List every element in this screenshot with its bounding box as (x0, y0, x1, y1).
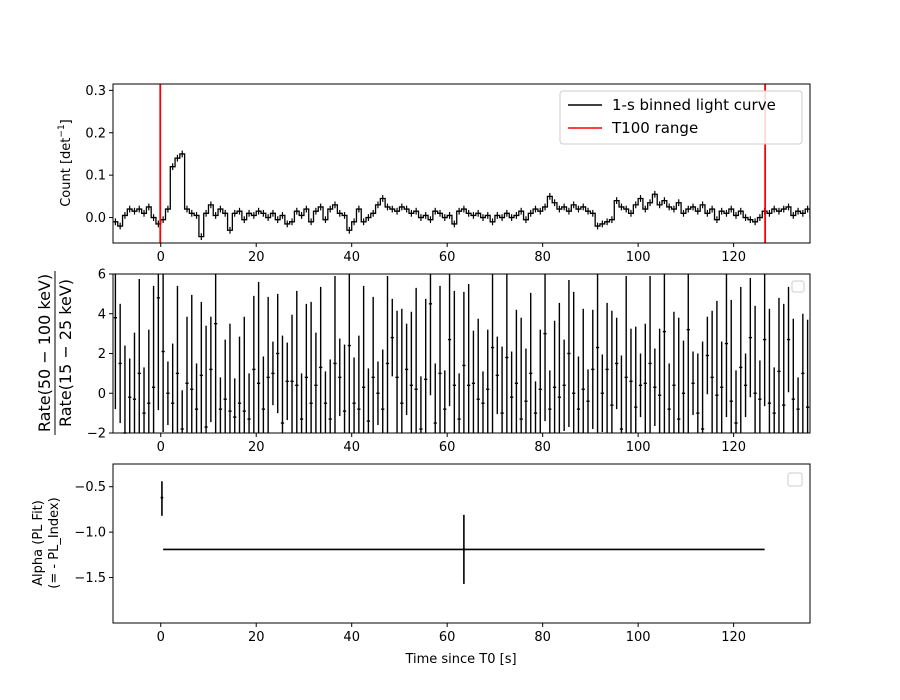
light-curve-marks (113, 84, 810, 243)
hardness-ratio-y-tick-label: 0 (98, 387, 106, 402)
alpha-y-axis-label-line1: Alpha (PL Fit) (31, 500, 46, 586)
light-curve-series (113, 150, 810, 241)
hardness-ratio-x-tick-label: 0 (157, 440, 165, 455)
light-curve-y-tick-label: 0.0 (85, 211, 106, 226)
light-curve-panel: 0 20 40 60 80 100 120 0.0 0.1 0.2 0.3 Count [det−… (57, 83, 811, 265)
alpha-x-tick-label: 40 (343, 630, 360, 645)
light-curve-x-tick-label: 20 (248, 250, 265, 265)
light-curve-y-axis-label: Count [det−1] (57, 119, 74, 207)
hardness-ratio-x-ticks: 0 20 40 60 80 100 120 (157, 433, 746, 455)
alpha-y-tick-label: −1.5 (74, 571, 106, 586)
alpha-empty-legend (787, 472, 803, 487)
light-curve-y-ticks: 0.0 0.1 0.2 0.3 (85, 84, 113, 226)
hardness-ratio-y-axis-label: Rate(50 − 100 keV) Rate(15 − 25 keV) (35, 271, 75, 435)
alpha-y-axis-label-line2: (= - PL_Index) (47, 497, 62, 588)
hardness-ratio-y-tick-label: −2 (87, 427, 106, 442)
legend-box (559, 90, 803, 145)
alpha-y-tick-label: −1.0 (74, 526, 106, 541)
light-curve-y-tick-label: 0.3 (85, 84, 106, 99)
hardness-ratio-y-tick-label: 2 (98, 347, 106, 362)
light-curve-legend: 1-s binned light curve T100 range (559, 90, 803, 145)
light-curve-x-tick-label: 120 (721, 250, 746, 265)
hardness-ratio-x-tick-label: 20 (248, 440, 265, 455)
x-axis-label: Time since T0 [s] (404, 652, 516, 667)
alpha-x-tick-label: 20 (248, 630, 265, 645)
light-curve-y-tick-label: 0.2 (85, 126, 106, 141)
alpha-x-tick-label: 80 (534, 630, 551, 645)
alpha-x-tick-label: 120 (721, 630, 746, 645)
alpha-marks (160, 481, 765, 584)
hardness-ratio-marks (113, 274, 810, 434)
hardness-ratio-y-label-numerator: Rate(50 − 100 keV) (35, 274, 54, 432)
legend-label-t100: T100 range (611, 119, 698, 137)
alpha-x-tick-label: 100 (626, 630, 651, 645)
alpha-y-tick-label: −0.5 (74, 480, 106, 495)
alpha-x-tick-label: 0 (157, 630, 165, 645)
light-curve-y-axis-label-text: Count [det (59, 138, 74, 207)
light-curve-x-tick-label: 80 (534, 250, 551, 265)
light-curve-y-tick-label: 0.1 (85, 169, 106, 184)
hardness-ratio-x-tick-label: 80 (534, 440, 551, 455)
alpha-panel: 0 20 40 60 80 100 120 −0.5 −1.0 −1.5 Alpha (PL F… (31, 463, 811, 667)
hardness-ratio-x-tick-label: 100 (626, 440, 651, 455)
alpha-x-ticks: 0 20 40 60 80 100 120 (157, 623, 746, 645)
light-curve-axes-frame (112, 83, 811, 244)
light-curve-x-tick-label: 40 (343, 250, 360, 265)
light-curve-x-ticks: 0 20 40 60 80 100 120 (157, 243, 746, 265)
alpha-point (160, 496, 164, 499)
light-curve-x-tick-label: 0 (157, 250, 165, 265)
light-curve-y-axis-label-tail: ] (59, 119, 74, 124)
hardness-ratio-y-tick-label: 6 (98, 268, 106, 283)
alpha-y-ticks: −0.5 −1.0 −1.5 (74, 480, 113, 586)
hardness-ratio-y-tick-label: 4 (98, 307, 106, 322)
hardness-ratio-y-ticks: −2 0 2 4 6 (87, 268, 113, 442)
alpha-x-tick-label: 60 (439, 630, 456, 645)
hardness-ratio-empty-legend (791, 280, 805, 293)
legend-label-light-curve: 1-s binned light curve (612, 96, 776, 114)
light-curve-x-tick-label: 100 (626, 250, 651, 265)
hardness-ratio-panel: 0 20 40 60 80 100 120 −2 0 2 4 6 Rate(50 − 100 keV… (35, 268, 811, 455)
hardness-ratio-x-tick-label: 120 (721, 440, 746, 455)
hardness-ratio-x-tick-label: 60 (439, 440, 456, 455)
light-curve-y-axis-label-superscript: −1 (57, 124, 67, 137)
light-curve-x-tick-label: 60 (439, 250, 456, 265)
hardness-ratio-y-label-denominator: Rate(15 − 25 keV) (56, 279, 75, 427)
hardness-ratio-x-tick-label: 40 (343, 440, 360, 455)
alpha-axes-frame (112, 463, 811, 624)
alpha-point (462, 548, 466, 551)
